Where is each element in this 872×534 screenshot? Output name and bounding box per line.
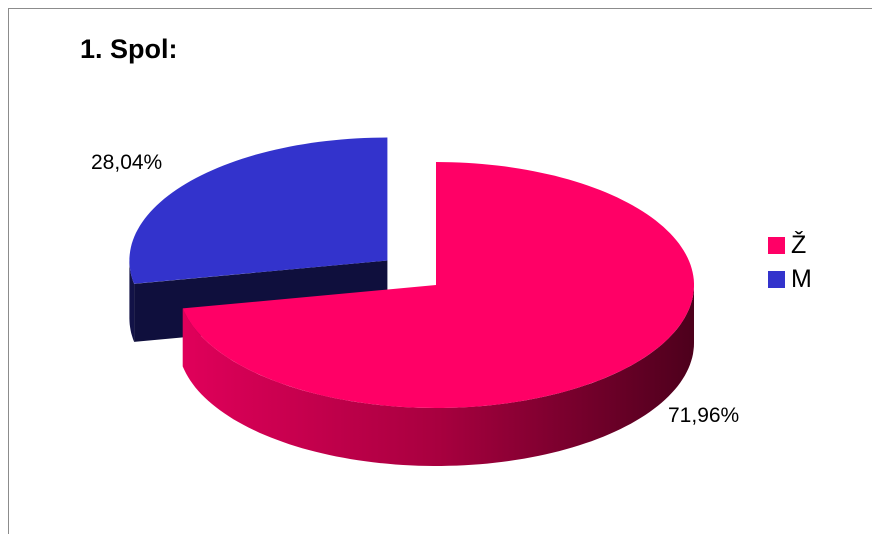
pie-slice-z xyxy=(182,162,694,466)
legend-swatch-m xyxy=(768,270,785,288)
legend-item-m: M xyxy=(768,262,812,296)
frame-left-border xyxy=(8,8,9,534)
pie-slice-top xyxy=(129,137,388,284)
data-label-m: 28,04% xyxy=(91,151,163,174)
chart-title: 1. Spol: xyxy=(80,34,178,64)
frame-top-border xyxy=(8,8,872,9)
legend-swatch-z xyxy=(768,236,785,254)
pie-slice-top xyxy=(182,162,694,408)
pie-slice-side xyxy=(182,285,694,466)
legend: Ž M xyxy=(768,228,812,296)
legend-label-m: M xyxy=(791,264,812,293)
data-label-z: 71,96% xyxy=(668,404,740,427)
legend-item-z: Ž xyxy=(768,228,812,262)
legend-label-z: Ž xyxy=(791,230,807,259)
pie-slice-side xyxy=(129,260,135,342)
